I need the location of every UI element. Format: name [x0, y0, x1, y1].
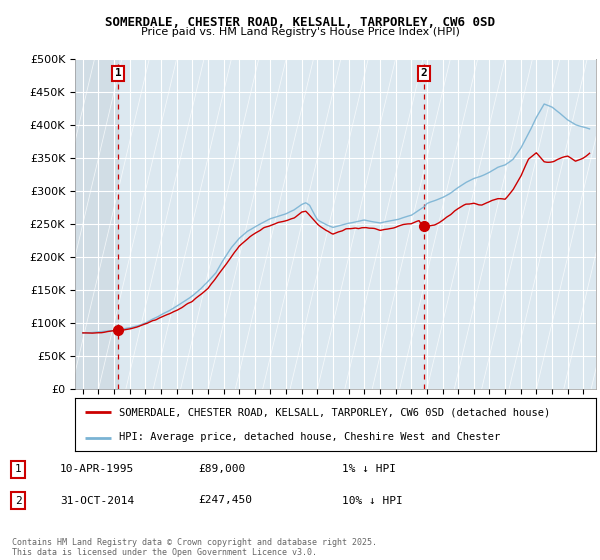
- Text: 10% ↓ HPI: 10% ↓ HPI: [342, 496, 403, 506]
- Text: 2: 2: [14, 496, 22, 506]
- Text: 1: 1: [115, 68, 122, 78]
- Text: Contains HM Land Registry data © Crown copyright and database right 2025.
This d: Contains HM Land Registry data © Crown c…: [12, 538, 377, 557]
- Text: 31-OCT-2014: 31-OCT-2014: [60, 496, 134, 506]
- Text: SOMERDALE, CHESTER ROAD, KELSALL, TARPORLEY, CW6 0SD (detached house): SOMERDALE, CHESTER ROAD, KELSALL, TARPOR…: [119, 408, 551, 418]
- Text: £247,450: £247,450: [198, 496, 252, 506]
- Text: 1: 1: [14, 464, 22, 474]
- Text: £89,000: £89,000: [198, 464, 245, 474]
- Text: SOMERDALE, CHESTER ROAD, KELSALL, TARPORLEY, CW6 0SD: SOMERDALE, CHESTER ROAD, KELSALL, TARPOR…: [105, 16, 495, 29]
- Text: Price paid vs. HM Land Registry's House Price Index (HPI): Price paid vs. HM Land Registry's House …: [140, 27, 460, 37]
- Text: 2: 2: [421, 68, 428, 78]
- Text: HPI: Average price, detached house, Cheshire West and Chester: HPI: Average price, detached house, Ches…: [119, 432, 500, 442]
- Text: 1% ↓ HPI: 1% ↓ HPI: [342, 464, 396, 474]
- Text: 10-APR-1995: 10-APR-1995: [60, 464, 134, 474]
